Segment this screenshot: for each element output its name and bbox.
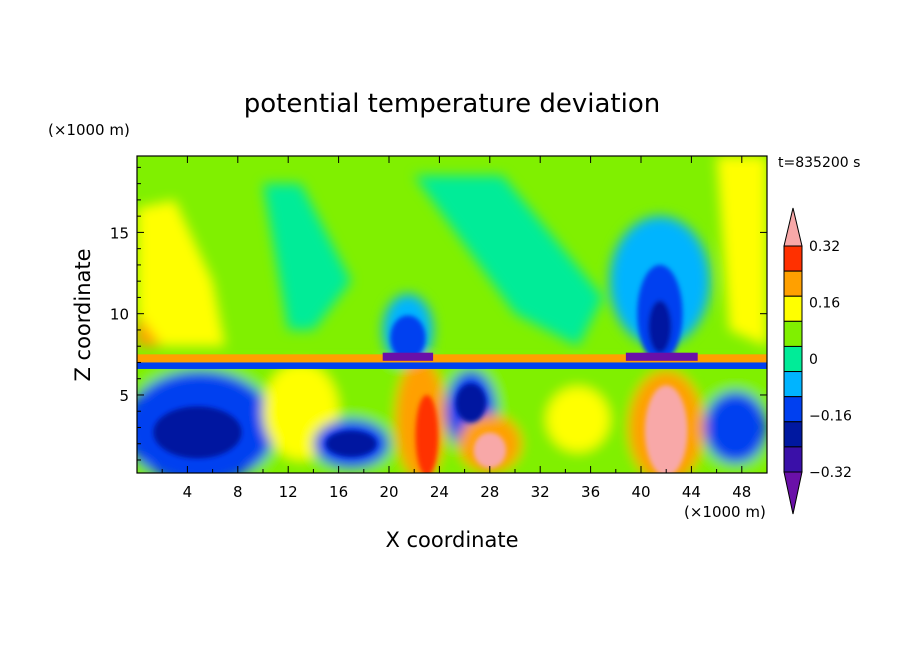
x-tick-label: 4 <box>183 483 193 501</box>
colorbar-label: 0.32 <box>809 239 840 255</box>
y-unit-label: (×1000 m) <box>48 121 130 139</box>
contour-field <box>137 156 767 473</box>
y-tick-label: 15 <box>110 224 129 242</box>
inversion-purple-right <box>625 352 698 361</box>
colorbar-box <box>783 295 803 322</box>
x-tick-label: 12 <box>279 483 298 501</box>
y-tick-label: 5 <box>119 387 129 405</box>
lower-pink-right <box>644 385 688 473</box>
x-tick-label: 24 <box>430 483 449 501</box>
x-unit-label: (×1000 m) <box>684 503 766 521</box>
time-label: t=835200 s <box>778 155 860 171</box>
upper-warm-left <box>137 199 226 347</box>
colorbar-label: −0.32 <box>809 465 852 481</box>
upper-orange-left <box>137 313 163 347</box>
lower-yellow-2 <box>546 386 610 452</box>
colorbar-top-extend <box>783 207 803 247</box>
y-tick-label: 10 <box>110 306 129 324</box>
inversion-layer-cool <box>137 362 767 369</box>
upper-sea-green-2 <box>414 175 604 347</box>
colorbar-box <box>783 421 803 448</box>
x-axis-title: X coordinate <box>385 528 518 552</box>
y-axis-title: Z coordinate <box>71 248 95 381</box>
y-axis: 5 10 15 <box>110 166 767 461</box>
lower-navy-mid <box>326 430 377 457</box>
colorbar-bottom-extend <box>783 471 803 515</box>
x-tick-label: 16 <box>329 483 348 501</box>
colorbar-box <box>783 320 803 347</box>
x-tick-label: 40 <box>631 483 650 501</box>
colorbar-box <box>783 245 803 272</box>
lower-pink-mid <box>473 432 507 469</box>
x-tick-label: 36 <box>581 483 600 501</box>
inversion-purple-mid <box>382 352 434 361</box>
colorbar-box <box>783 396 803 423</box>
inversion-layer-warm <box>137 354 767 363</box>
lower-red-mid <box>415 394 439 473</box>
upper-sea-green-1 <box>263 183 352 330</box>
lower-navy-2 <box>455 383 487 423</box>
x-tick-label: 44 <box>682 483 701 501</box>
lower-blue-right <box>704 391 767 464</box>
x-tick-label: 8 <box>233 483 243 501</box>
upper-blue-mid <box>390 315 426 361</box>
x-tick-label: 28 <box>480 483 499 501</box>
colorbar-box <box>783 345 803 373</box>
colorbar-box <box>783 446 803 473</box>
plot-frame <box>136 155 768 474</box>
upper-navy-right <box>648 300 672 353</box>
upper-warm-right <box>716 156 767 347</box>
x-tick-label: 32 <box>531 483 550 501</box>
x-axis: 4 8 12 16 20 24 28 32 36 40 44 48 <box>161 156 751 501</box>
colorbar-box <box>783 270 803 297</box>
colorbar-box <box>783 371 803 398</box>
colorbar-label: 0.16 <box>809 296 840 312</box>
colorbar-label: 0 <box>809 352 818 368</box>
lower-navy-left <box>153 406 242 459</box>
chart-title: potential temperature deviation <box>244 89 660 119</box>
x-tick-label: 20 <box>379 483 398 501</box>
colorbar: 0.32 0.16 0 −0.16 −0.32 <box>783 207 852 515</box>
colorbar-label: −0.16 <box>809 409 852 425</box>
x-tick-label: 48 <box>732 483 751 501</box>
